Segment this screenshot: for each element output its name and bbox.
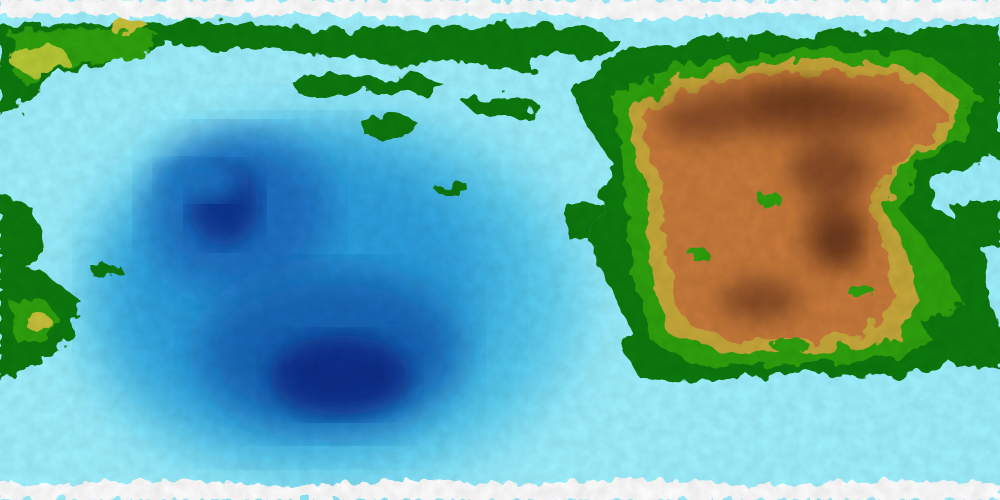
planet-elevation-map [0,0,1000,500]
elevation-map-svg [0,0,1000,500]
terrain-texture [0,0,1000,500]
